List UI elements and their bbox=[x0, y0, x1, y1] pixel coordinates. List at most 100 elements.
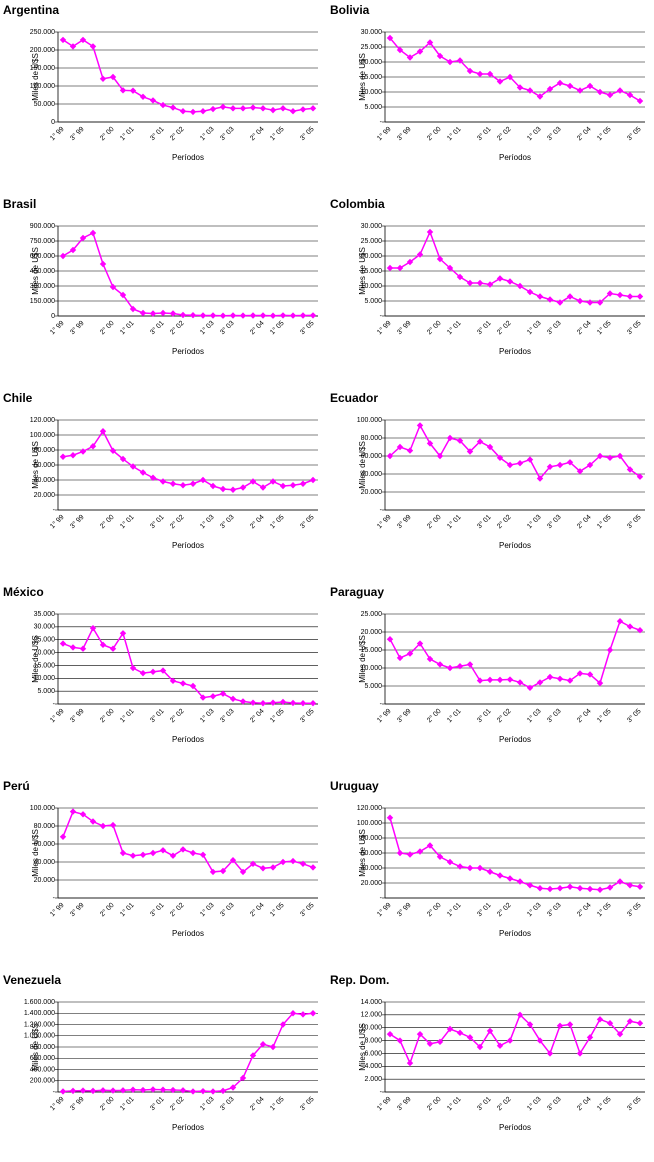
data-point bbox=[566, 1021, 574, 1028]
data-point bbox=[119, 291, 127, 299]
chart-title: México bbox=[3, 585, 44, 599]
x-tick-label: 1° 03 bbox=[198, 1095, 215, 1112]
data-point bbox=[516, 460, 524, 467]
y-tick-label: 600.000 bbox=[30, 1055, 55, 1062]
data-point bbox=[556, 461, 564, 469]
data-point bbox=[309, 312, 317, 319]
data-point bbox=[586, 461, 594, 469]
data-point bbox=[99, 1087, 107, 1094]
y-tick-label: 10.000 bbox=[361, 283, 383, 290]
y-tick-label: 40.000 bbox=[34, 859, 56, 866]
data-point bbox=[269, 106, 277, 114]
y-tick-label: 900.000 bbox=[30, 223, 55, 230]
x-axis-title: Períodos bbox=[499, 929, 531, 938]
data-point bbox=[436, 52, 444, 60]
y-tick-label: 30.000 bbox=[34, 624, 56, 631]
y-tick-label: 20.000 bbox=[361, 880, 383, 887]
data-point bbox=[526, 87, 534, 94]
y-tick-label: 10.000 bbox=[361, 89, 383, 96]
y-tick-label: 200.000 bbox=[30, 1078, 55, 1085]
data-point bbox=[69, 452, 77, 459]
data-point bbox=[396, 46, 404, 54]
data-point bbox=[406, 447, 414, 454]
x-tick-label: 3° 03 bbox=[218, 513, 235, 530]
x-tick-label: 3° 99 bbox=[68, 707, 85, 724]
data-point bbox=[209, 105, 217, 113]
data-point bbox=[386, 34, 394, 42]
data-point bbox=[426, 1040, 434, 1047]
data-point bbox=[416, 848, 424, 855]
data-point bbox=[239, 1074, 247, 1082]
x-tick-label: 3° 05 bbox=[298, 901, 315, 918]
data-point bbox=[309, 700, 317, 707]
data-point bbox=[456, 57, 464, 64]
x-tick-label: 1° 99 bbox=[48, 125, 65, 142]
data-point bbox=[279, 858, 287, 866]
data-point bbox=[279, 482, 287, 490]
y-axis-title: Miles de U$S bbox=[358, 53, 367, 101]
x-tick-label: 2° 00 bbox=[425, 901, 442, 918]
data-point bbox=[466, 1034, 474, 1041]
data-point bbox=[169, 104, 177, 111]
x-tick-label: 2° 04 bbox=[575, 513, 592, 530]
data-point bbox=[239, 698, 247, 705]
y-tick-label: 20.000 bbox=[34, 877, 56, 884]
data-point bbox=[289, 1010, 297, 1017]
y-tick-label: 4.000 bbox=[364, 1063, 382, 1070]
y-tick-label: 300.000 bbox=[30, 283, 55, 290]
data-point bbox=[556, 675, 564, 682]
data-point bbox=[426, 655, 434, 663]
x-axis-title: Períodos bbox=[499, 541, 531, 550]
x-tick-label: 2° 04 bbox=[575, 707, 592, 724]
data-point bbox=[546, 85, 554, 93]
x-tick-label: 2° 00 bbox=[98, 707, 115, 724]
y-tick-label: 15.000 bbox=[34, 662, 56, 669]
data-point bbox=[476, 70, 484, 78]
x-tick-label: 3° 01 bbox=[148, 319, 165, 336]
data-point bbox=[299, 860, 307, 867]
x-tick-label: 2° 04 bbox=[248, 513, 265, 530]
data-point bbox=[396, 849, 404, 857]
data-point bbox=[436, 1038, 444, 1046]
x-tick-label: 1° 03 bbox=[525, 1095, 542, 1112]
y-tick-label: - bbox=[53, 507, 56, 514]
x-tick-label: 1° 05 bbox=[595, 125, 612, 142]
data-point bbox=[189, 312, 197, 319]
data-point bbox=[299, 1011, 307, 1018]
data-point bbox=[289, 108, 297, 115]
data-point bbox=[199, 312, 207, 319]
x-tick-label: 3° 99 bbox=[395, 319, 412, 336]
data-point bbox=[426, 39, 434, 46]
y-axis-title: Miles de U$S bbox=[358, 829, 367, 877]
data-point bbox=[436, 853, 444, 860]
x-tick-label: 3° 99 bbox=[68, 125, 85, 142]
y-tick-label: 750.000 bbox=[30, 238, 55, 245]
x-tick-label: 2° 04 bbox=[575, 1095, 592, 1112]
x-axis-title: Períodos bbox=[172, 153, 204, 162]
chart-title: Chile bbox=[3, 391, 33, 405]
y-tick-label: 25.000 bbox=[361, 611, 383, 618]
y-tick-label: 15.000 bbox=[361, 268, 383, 275]
data-point bbox=[149, 474, 157, 481]
data-point bbox=[506, 676, 514, 683]
y-tick-label: 20.000 bbox=[34, 492, 56, 499]
data-point bbox=[169, 677, 177, 685]
data-point bbox=[486, 868, 494, 875]
y-axis-title: Miles de U$S bbox=[31, 247, 40, 295]
data-point bbox=[159, 847, 167, 854]
data-point bbox=[426, 228, 434, 236]
x-tick-label: 2° 02 bbox=[168, 319, 185, 336]
y-tick-label: 120.000 bbox=[30, 417, 55, 424]
data-point bbox=[416, 640, 424, 647]
data-point bbox=[506, 278, 514, 285]
data-point bbox=[616, 291, 624, 299]
x-tick-label: 2° 04 bbox=[248, 125, 265, 142]
data-point bbox=[159, 309, 167, 317]
x-axis-title: Períodos bbox=[172, 347, 204, 356]
y-tick-label: 150.000 bbox=[30, 65, 55, 72]
x-tick-label: 1° 01 bbox=[118, 125, 135, 142]
data-point bbox=[506, 73, 514, 81]
data-point bbox=[99, 641, 107, 649]
data-point bbox=[199, 851, 207, 858]
data-point bbox=[169, 852, 177, 859]
